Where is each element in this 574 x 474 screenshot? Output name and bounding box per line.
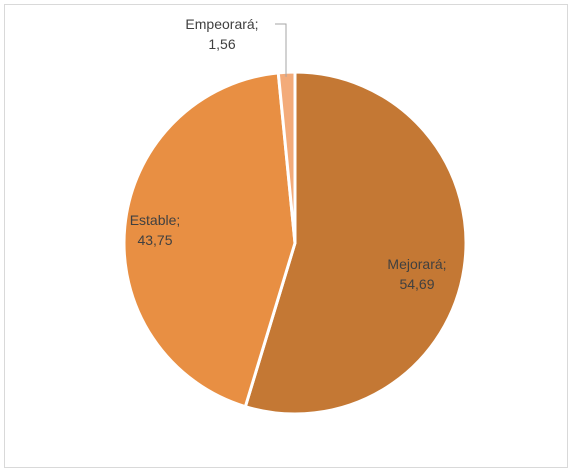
pie-slices [122, 70, 468, 416]
data-label-value: 1,56 [208, 36, 235, 52]
data-label-category: Empeorará; [185, 16, 258, 32]
chart-area: Mejorará; 54,69 Estable; 43,75 Empeorará; 1,5… [4, 4, 568, 468]
data-label-value: 43,75 [137, 232, 172, 248]
leader-lines [275, 23, 287, 77]
pie-slice-empeorara [276, 70, 297, 245]
data-label-empeorara: Empeorará; 1,56 [185, 16, 258, 52]
data-label-category: Mejorará; [387, 256, 446, 272]
data-label-value: 54,69 [399, 276, 434, 292]
pie-slice-mejorara [243, 70, 468, 416]
data-label-estable: Estable; 43,75 [130, 212, 181, 248]
data-label-mejorara: Mejorará; 54,69 [387, 256, 446, 292]
pie-slice-estable [122, 71, 297, 409]
data-labels: Mejorará; 54,69 Estable; 43,75 Empeorará; 1,5… [130, 16, 447, 292]
pie-chart: Mejorará; 54,69 Estable; 43,75 Empeorará; 1,5… [122, 16, 468, 416]
data-label-category: Estable; [130, 212, 181, 228]
leader-line-empeorara [275, 23, 287, 77]
